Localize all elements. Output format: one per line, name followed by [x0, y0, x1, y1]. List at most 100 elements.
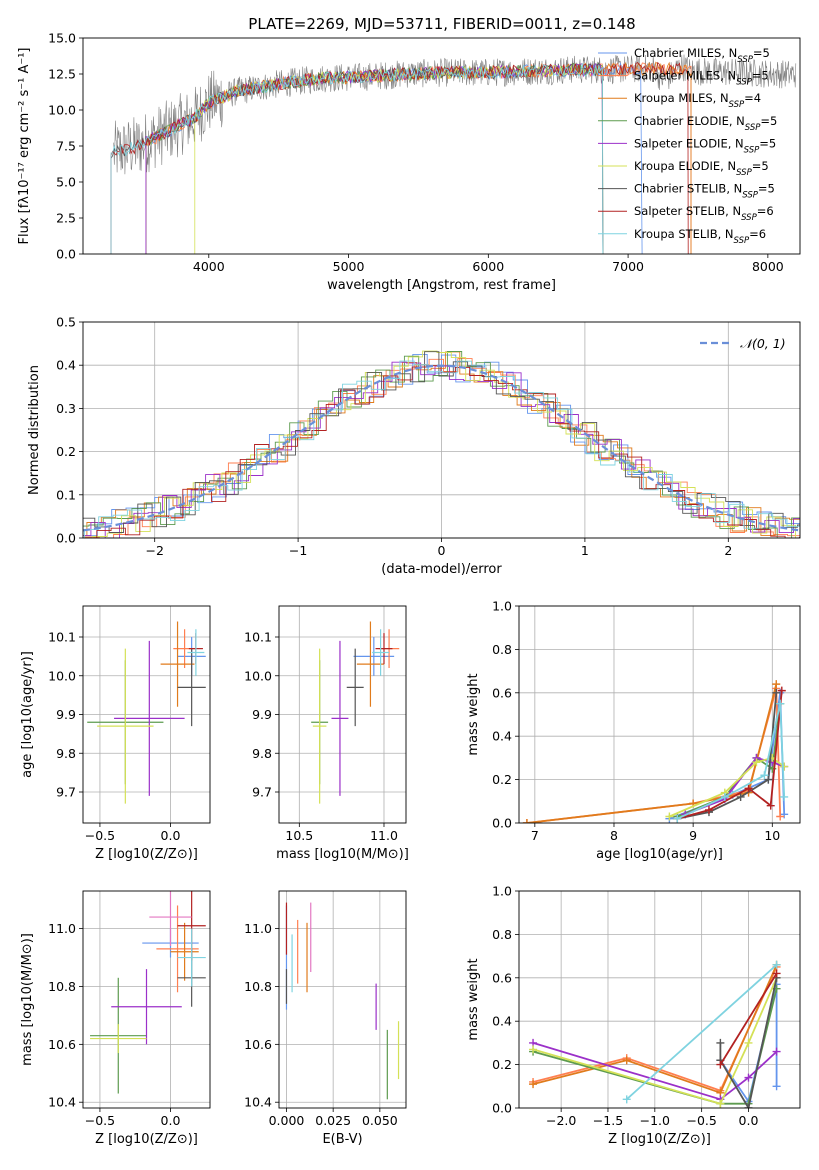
- x-axis-label: age [log10(age/yr)]: [596, 847, 723, 862]
- x-axis-label: mass [log10(M/M⊙)]: [276, 847, 409, 862]
- y-tick-label: 0.4: [492, 729, 512, 744]
- weight-line-6: [532, 977, 778, 1105]
- weight-line-2: [526, 688, 782, 823]
- x-tick-label: 1: [581, 543, 589, 558]
- y-tick-label: 0.8: [492, 927, 512, 942]
- legend-label: Salpeter ELODIE, NSSP=5: [634, 136, 776, 155]
- x-tick-label: 7000: [612, 259, 644, 274]
- weight-marker: [772, 680, 781, 689]
- weight-marker: [720, 792, 729, 801]
- y-tick-label: 0.0: [56, 531, 76, 546]
- y-axis-label: mass weight: [466, 958, 481, 1040]
- y-tick-label: 0.4: [56, 358, 76, 373]
- y-tick-label: 0.2: [492, 772, 512, 787]
- x-tick-label: −0.5: [686, 1113, 716, 1128]
- weight-marker: [772, 969, 781, 978]
- legend-label: Kroupa STELIB, NSSP=6: [634, 227, 766, 246]
- gaussian-curve: [83, 364, 800, 532]
- x-tick-label: 11.0: [370, 828, 398, 843]
- residual-legend: 𝒩(0, 1): [700, 336, 786, 351]
- model-spectrum-4: [145, 63, 604, 254]
- x-tick-label: 0.0: [739, 1113, 759, 1128]
- weight-marker: [529, 1045, 538, 1054]
- weight-marker: [772, 1082, 781, 1091]
- model-spectrum-8: [110, 61, 689, 254]
- y-tick-label: 10.0: [48, 668, 76, 683]
- plot-area: [311, 621, 400, 804]
- y-tick-label: 10.8: [48, 979, 76, 994]
- weight-marker: [776, 699, 785, 708]
- x-tick-label: −2: [145, 543, 163, 558]
- x-tick-label: 10.5: [285, 828, 313, 843]
- weight-marker: [744, 1073, 753, 1082]
- weight-marker: [780, 762, 789, 771]
- legend-label: Chabrier STELIB, NSSP=5: [634, 182, 775, 201]
- y-tick-label: 0.1: [56, 487, 76, 502]
- plot-area: [110, 54, 797, 254]
- x-tick-label: 8000: [752, 259, 784, 274]
- axes-frame: [82, 321, 801, 539]
- y-axis-label: Flux [fλ10⁻¹⁷ erg cm⁻² s⁻¹ A⁻¹]: [17, 48, 32, 245]
- x-tick-label: −0.5: [85, 1113, 115, 1128]
- x-axis-label: Z [log10(Z/Z⊙)]: [95, 847, 198, 862]
- y-tick-label: 0.3: [56, 401, 76, 416]
- weight-marker: [704, 805, 713, 814]
- axes-frame: [82, 37, 801, 255]
- y-axis-label: mass weight: [466, 673, 481, 755]
- x-tick-label: 4000: [193, 259, 225, 274]
- x-tick-label: 2: [724, 543, 732, 558]
- residual-histogram-1: [83, 353, 800, 538]
- y-axis-label: age [log10(age/yr)]: [20, 651, 35, 778]
- legend-label: Salpeter MILES, NSSP=5: [634, 69, 769, 88]
- weight-marker: [780, 792, 789, 801]
- residual-histogram-4: [83, 351, 800, 538]
- weight-marker: [772, 960, 781, 969]
- weight-marker: [744, 1104, 753, 1108]
- y-tick-label: 10.4: [48, 1095, 76, 1110]
- legend-label: Chabrier MILES, NSSP=5: [634, 46, 770, 65]
- x-axis-label: E(B-V): [322, 1132, 362, 1147]
- y-tick-label: 11.0: [48, 921, 76, 936]
- y-tick-label: 5.0: [56, 175, 76, 190]
- panel-age_vs_mass: 10.5 11.0 9.7 9.8 9.9 10.0 10.1 mass [log10(M/M…: [244, 605, 409, 862]
- weight-marker: [716, 1099, 725, 1108]
- x-tick-label: −1.0: [640, 1113, 670, 1128]
- weight-marker: [716, 1038, 725, 1047]
- weight-line-7: [719, 977, 778, 1108]
- axes-frame: [82, 605, 211, 824]
- y-axis-label: Normed distribution: [27, 365, 42, 495]
- plot-area: [87, 621, 206, 804]
- y-tick-label: 10.6: [244, 1037, 272, 1052]
- weight-marker: [622, 1056, 631, 1065]
- y-tick-label: 10.6: [48, 1037, 76, 1052]
- weight-marker: [766, 801, 775, 810]
- y-tick-label: 2.5: [56, 211, 76, 226]
- y-tick-label: 10.0: [48, 103, 76, 118]
- y-tick-label: 1.0: [492, 884, 512, 899]
- y-tick-label: 7.5: [56, 139, 76, 154]
- legend-label: Kroupa ELODIE, NSSP=5: [634, 159, 769, 178]
- weight-line-8: [719, 973, 778, 1066]
- legend-label: Chabrier ELODIE, NSSP=5: [634, 114, 777, 133]
- axes-frame: [278, 890, 407, 1109]
- x-tick-label: −1.5: [593, 1113, 623, 1128]
- axes-frame: [518, 605, 801, 824]
- x-tick-label: 8: [610, 828, 618, 843]
- x-tick-label: 0.0: [161, 828, 181, 843]
- x-axis-label: (data-model)/error: [381, 562, 502, 577]
- y-tick-label: 0.0: [492, 1101, 512, 1116]
- y-tick-label: 9.8: [252, 746, 272, 761]
- weight-marker: [777, 686, 786, 695]
- x-tick-label: 5000: [333, 259, 365, 274]
- y-tick-label: 9.7: [56, 785, 76, 800]
- residual-histogram-7: [83, 351, 800, 533]
- x-axis-label: wavelength [Angstrom, rest frame]: [327, 278, 556, 293]
- weight-marker: [744, 1038, 753, 1047]
- x-tick-label: 10: [764, 828, 780, 843]
- model-spectrum-7: [110, 62, 604, 254]
- x-tick-label: −1: [289, 543, 307, 558]
- panel-age_vs_Z: −0.5 0.0 9.7 9.8 9.9 10.0 10.1 Z [log10(Z/Z⊙)] a…: [20, 605, 211, 862]
- y-tick-label: 0.2: [492, 1057, 512, 1072]
- weight-marker: [736, 792, 745, 801]
- y-tick-label: 9.7: [252, 785, 272, 800]
